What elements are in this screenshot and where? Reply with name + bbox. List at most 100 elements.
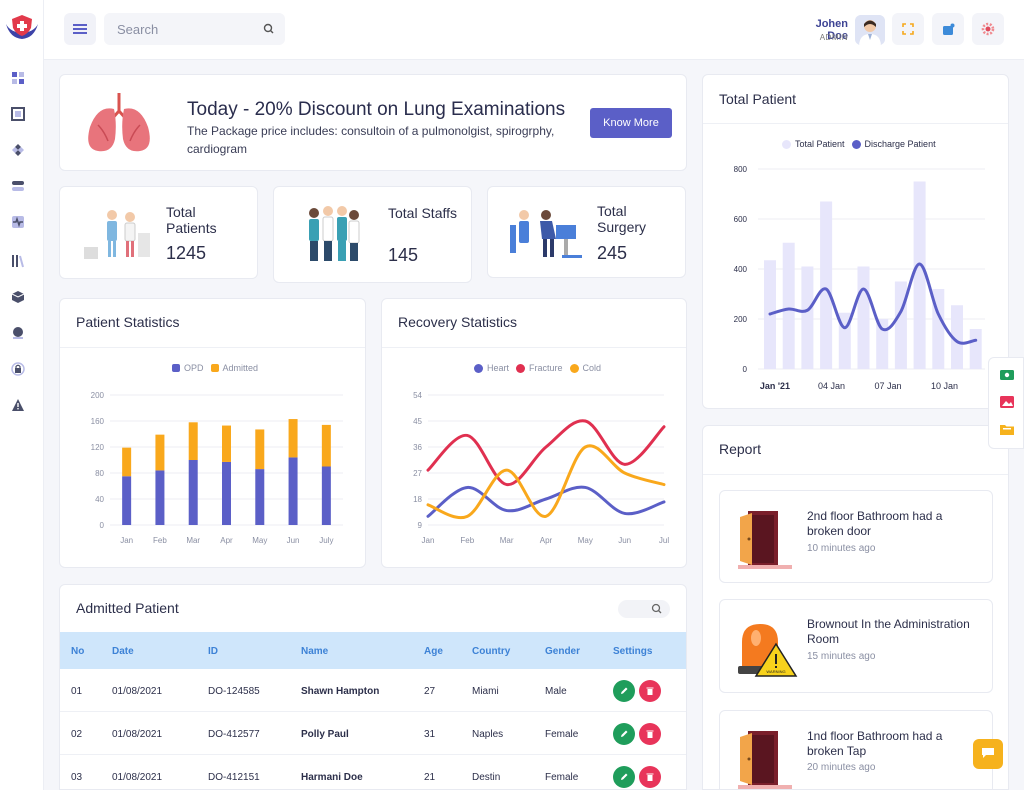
surgery-illustration-icon: [510, 210, 582, 258]
layout-icon[interactable]: [11, 107, 25, 121]
cell-age: 21: [424, 772, 436, 783]
search-input[interactable]: [104, 13, 244, 45]
column-header[interactable]: Settings: [613, 646, 653, 657]
menu-button[interactable]: [64, 13, 96, 45]
settings-button[interactable]: [972, 13, 1004, 45]
column-header[interactable]: Country: [472, 646, 511, 657]
legend-label[interactable]: Admitted: [222, 363, 259, 373]
lock-icon[interactable]: [11, 362, 25, 376]
edit-button[interactable]: [613, 766, 635, 788]
cell-country: Destin: [472, 772, 501, 783]
toggle-icon[interactable]: [11, 179, 25, 193]
stat-card-surgery: Total Surgery 245: [487, 186, 686, 278]
delete-button[interactable]: [639, 723, 661, 745]
column-header[interactable]: Date: [112, 646, 134, 657]
report-time: 15 minutes ago: [807, 651, 876, 662]
recovery-statistics-chart: 9 18 27 36 45 54 Jan Feb Mar Apr May Jun Jul: [413, 391, 669, 545]
stat-value: 1245: [166, 243, 207, 263]
cell-name: Harmani Doe: [301, 772, 363, 783]
components-icon[interactable]: [11, 143, 25, 157]
legend-label[interactable]: Total Patient: [795, 139, 845, 149]
bar: [222, 425, 231, 462]
column-header[interactable]: Gender: [545, 646, 581, 657]
user-name[interactable]: Johen Doe: [815, 18, 848, 42]
report-item[interactable]: WARNING Brownout In the Administration R…: [719, 599, 993, 693]
bar: [913, 181, 926, 369]
edit-icon: [621, 773, 628, 780]
cell-country: Naples: [472, 729, 504, 740]
x-tick-label: 10 Jan: [931, 381, 958, 391]
x-tick-label: Jan: [422, 536, 435, 545]
fullscreen-button[interactable]: [892, 13, 924, 45]
legend-label[interactable]: Heart: [487, 363, 510, 373]
chat-button[interactable]: [973, 739, 1003, 769]
user-role: ADMIN: [819, 33, 848, 42]
total-patient-card: Total Patient Total Patient Discharge Pa…: [702, 74, 1009, 409]
report-item[interactable]: 1nd floor Bathroom had a broken Tap 20 m…: [719, 710, 993, 789]
edit-button[interactable]: [613, 680, 635, 702]
know-more-button[interactable]: Know More: [590, 108, 672, 138]
column-header[interactable]: Age: [424, 646, 443, 657]
bar: [188, 422, 198, 460]
stat-label: Total Surgery: [597, 203, 647, 235]
banner-text: The Package price includes: consultoin o…: [187, 124, 555, 156]
delete-button[interactable]: [639, 766, 661, 788]
fullscreen-icon: [902, 23, 914, 35]
legend-label[interactable]: Cold: [582, 363, 602, 373]
y-tick-label: 54: [413, 391, 422, 400]
pulse-icon[interactable]: [11, 215, 25, 229]
notification-icon: [942, 23, 954, 35]
x-tick-label: Apr: [540, 536, 553, 545]
search-icon[interactable]: [263, 23, 275, 35]
table-row[interactable]: 03 01/08/2021 DO-412151 Harmani Doe 21 D…: [60, 755, 686, 789]
table-header: No Date ID Name Age Country Gender Setti…: [60, 632, 686, 669]
cell-date: 01/08/2021: [112, 686, 163, 697]
box-icon[interactable]: [11, 290, 25, 304]
report-title: Brownout In the Administration Room: [807, 617, 970, 646]
money-icon[interactable]: [1000, 370, 1014, 380]
table-search[interactable]: [618, 600, 670, 618]
x-tick-label: Jun: [287, 536, 300, 545]
x-tick-label: Feb: [153, 536, 167, 545]
folder-icon[interactable]: [1000, 423, 1014, 435]
bar: [951, 305, 963, 369]
column-header[interactable]: Name: [301, 646, 329, 657]
x-tick-label: Mar: [500, 536, 514, 545]
stat-value: 145: [388, 245, 419, 265]
cell-id: DO-412577: [208, 729, 260, 740]
series-line: [426, 419, 666, 487]
logo-icon[interactable]: [4, 12, 40, 42]
legend-label[interactable]: OPD: [184, 363, 204, 373]
sidebar: [0, 0, 44, 790]
cell-name: Polly Paul: [301, 729, 349, 740]
stat-card-staffs: Total Staffs 145: [273, 186, 472, 283]
avatar[interactable]: [855, 15, 885, 45]
cell-date: 01/08/2021: [112, 729, 163, 740]
edit-button[interactable]: [613, 723, 635, 745]
search-icon: [651, 603, 662, 614]
column-header[interactable]: ID: [208, 646, 218, 657]
table-row[interactable]: 01 01/08/2021 DO-124585 Shawn Hampton 27…: [60, 669, 686, 712]
delete-button[interactable]: [639, 680, 661, 702]
image-icon[interactable]: [1000, 396, 1014, 408]
card-title: Recovery Statistics: [398, 314, 518, 330]
library-icon[interactable]: [11, 254, 25, 268]
report-item[interactable]: 2nd floor Bathroom had a broken door 10 …: [719, 490, 993, 583]
dashboard-icon[interactable]: [11, 71, 25, 85]
globe-icon[interactable]: [11, 326, 25, 340]
y-tick-label: 36: [413, 443, 422, 452]
recovery-statistics-card: Recovery Statistics Heart Fracture Cold …: [381, 298, 687, 568]
discount-banner: Today - 20% Discount on Lung Examination…: [59, 74, 687, 171]
patients-illustration-icon: [84, 210, 150, 259]
cell-age: 27: [424, 686, 436, 697]
x-tick-label: 07 Jan: [874, 381, 901, 391]
column-header[interactable]: No: [71, 646, 85, 657]
legend-label[interactable]: Fracture: [529, 363, 563, 373]
table-row[interactable]: 02 01/08/2021 DO-412577 Polly Paul 31 Na…: [60, 712, 686, 755]
broken-tap-icon: [738, 731, 792, 789]
legend-label[interactable]: Discharge Patient: [864, 139, 936, 149]
patient-statistics-card: Patient Statistics OPD Admitted 0 40 80 120…: [59, 298, 366, 568]
warning-icon[interactable]: [11, 398, 25, 412]
notification-button[interactable]: [932, 13, 964, 45]
x-tick-label: Apr: [220, 536, 233, 545]
